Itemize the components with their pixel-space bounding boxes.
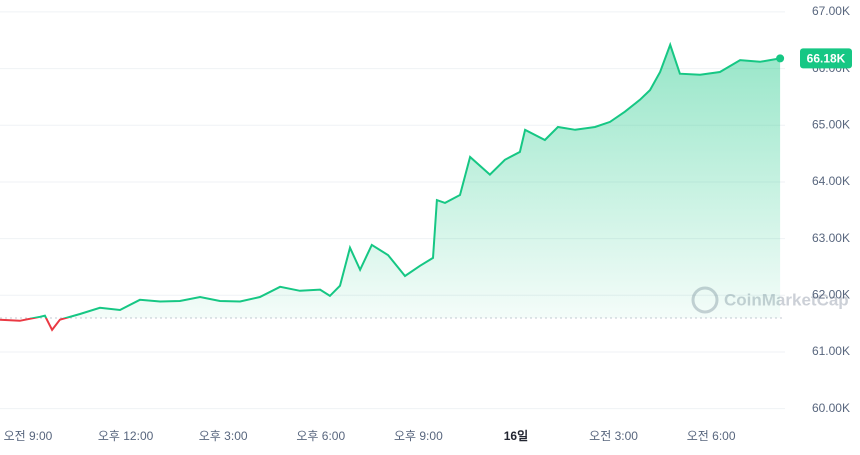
price-line [28,41,781,318]
price-badge-label: 66.18K [807,52,846,66]
y-tick-label: 62.00K [812,287,850,301]
last-point [776,54,785,63]
y-tick-label: 64.00K [812,174,850,188]
y-tick-label: 63.00K [812,231,850,245]
y-tick-label: 67.00K [812,4,850,18]
x-tick-label: 오전 3:00 [589,429,638,443]
x-tick-label: 오전 6:00 [687,429,736,443]
price-badge [800,48,852,69]
y-tick-label: 61.00K [812,344,850,358]
x-tick-label: 오후 12:00 [98,429,154,443]
y-tick-label: 65.00K [812,117,850,131]
x-tick-label: 오후 6:00 [296,429,345,443]
x-tick-label: 16일 [504,429,528,443]
area [34,44,781,318]
y-tick-label: 60.00K [812,401,850,415]
x-tick-label: 오후 9:00 [394,429,443,443]
x-tick-label: 오전 9:00 [4,429,53,443]
x-tick-label: 오후 3:00 [199,429,248,443]
